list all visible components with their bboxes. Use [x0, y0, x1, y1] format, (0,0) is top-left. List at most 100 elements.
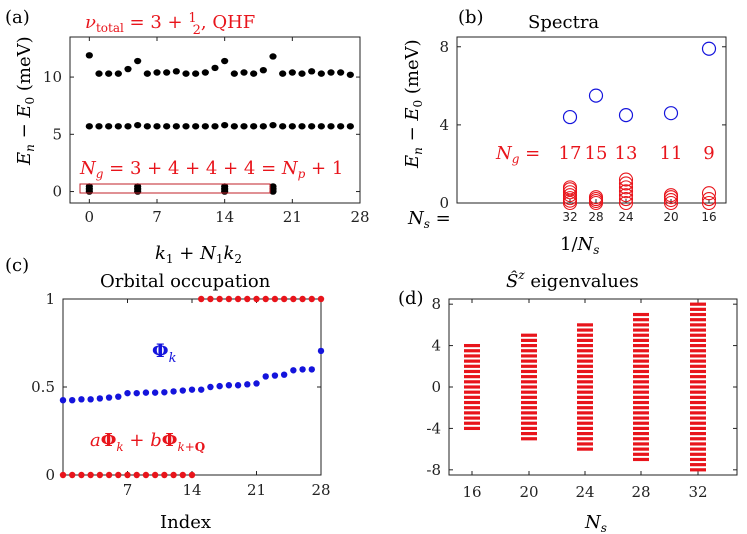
panel-c-xticks: 7 14 21 28	[123, 299, 331, 499]
data-point	[182, 70, 190, 77]
panel-c-title: Orbital occupation	[100, 271, 271, 292]
sz-eigenvalue-mark	[690, 395, 706, 399]
sz-eigenvalue-mark	[633, 385, 649, 389]
spectrum-point-lower	[618, 176, 634, 191]
occupation-point	[234, 382, 242, 389]
sz-eigenvalue-mark	[690, 426, 706, 431]
data-point	[327, 123, 335, 130]
sz-eigenvalue-mark	[690, 328, 706, 332]
sz-eigenvalue-mark	[521, 385, 537, 389]
sz-eigenvalue-mark	[633, 390, 649, 394]
panel-b-title: Spectra	[528, 12, 599, 33]
data-point	[143, 123, 151, 130]
occupation-point	[216, 382, 223, 390]
data-point	[308, 68, 316, 75]
x-tick-label: 7	[123, 481, 133, 499]
occupation-point	[105, 471, 113, 479]
data-point	[221, 121, 229, 129]
sz-eigenvalue-mark	[464, 390, 480, 394]
occupation-point	[115, 471, 122, 479]
panel-a-xlabel: k1 + N1k2	[155, 243, 242, 266]
x-tick-label: 24	[618, 210, 633, 224]
sz-eigenvalue-mark	[464, 385, 480, 389]
sz-eigenvalue-mark	[633, 323, 649, 327]
data-point	[211, 123, 219, 130]
sz-eigenvalue-mark	[577, 431, 593, 436]
occupation-point	[96, 471, 104, 479]
panel-b-ylabel: En − E0 (meV)	[402, 39, 425, 169]
sz-eigenvalue-mark	[690, 431, 706, 436]
ng-value: 15	[585, 143, 608, 164]
sz-eigenvalue-mark	[690, 400, 706, 405]
occupation-point	[96, 395, 104, 402]
spectrum-point-lower	[663, 193, 679, 208]
occupation-point	[308, 366, 315, 373]
y-tick-label: 1	[45, 290, 55, 308]
x-tick-label: 16	[701, 210, 716, 224]
y-tick-label: 0	[439, 194, 449, 212]
occupation-point	[262, 373, 269, 380]
panel-b-points	[562, 41, 717, 211]
data-point	[337, 69, 345, 76]
sz-eigenvalue-mark	[521, 375, 537, 379]
panel-a-yticks: 0 5 10	[43, 68, 360, 201]
panel-d-title: Ŝz eigenvalues	[506, 268, 639, 292]
data-point	[317, 70, 325, 77]
x-tick-label: 28	[631, 483, 650, 501]
panel-d-points	[464, 302, 706, 472]
panel-c-letter: (c)	[5, 255, 29, 276]
sz-eigenvalue-mark	[577, 400, 593, 405]
sz-eigenvalue-mark	[521, 390, 537, 394]
panel-a-ylabel: En − E0 (meV)	[14, 36, 37, 166]
spectrum-point-lower	[618, 184, 634, 199]
sz-eigenvalue-mark	[690, 411, 706, 415]
occupation-point	[142, 389, 150, 396]
occupation-point	[179, 471, 186, 479]
occupation-point	[253, 380, 260, 387]
sz-eigenvalue-mark	[521, 343, 537, 348]
sz-eigenvalue-mark	[633, 416, 649, 420]
spectrum-point-lower	[588, 190, 604, 205]
sz-eigenvalue-mark	[521, 416, 537, 420]
spectrum-point-lower	[701, 186, 717, 201]
x-tick-label: 7	[152, 208, 162, 226]
data-point	[124, 65, 132, 73]
occupation-point	[151, 471, 159, 479]
occupation-point	[188, 386, 196, 393]
spectrum-point-upper	[588, 88, 604, 103]
spectrum-point-lower	[618, 195, 634, 211]
data-point	[279, 123, 287, 130]
sz-eigenvalue-mark	[690, 452, 706, 456]
data-point	[240, 69, 248, 76]
y-tick-label: 0	[52, 183, 62, 201]
spectrum-point-lower	[663, 195, 679, 211]
occupation-point	[299, 366, 306, 373]
data-point	[134, 183, 142, 190]
panel-b-frame	[456, 36, 727, 204]
sz-eigenvalue-mark	[521, 395, 537, 399]
occupation-point	[59, 471, 67, 479]
x-tick-label: 28	[311, 481, 330, 499]
data-point	[327, 69, 335, 76]
panel-a-ground-box	[79, 183, 271, 194]
sz-eigenvalue-mark	[633, 354, 649, 358]
sz-eigenvalue-mark	[577, 426, 593, 431]
sz-eigenvalue-mark	[521, 380, 537, 384]
sz-eigenvalue-mark	[464, 400, 480, 405]
sz-eigenvalue-mark	[690, 354, 706, 358]
x-tick-label: 21	[247, 481, 266, 499]
x-tick-label: 20	[663, 210, 678, 224]
x-tick-label: 32	[562, 210, 577, 224]
sz-eigenvalue-mark	[464, 349, 480, 353]
spectrum-point-upper	[663, 106, 679, 121]
sz-eigenvalue-mark	[577, 354, 593, 358]
panel-d-yticks: -8 -4 0 4 8	[426, 295, 737, 479]
occupation-point	[299, 295, 306, 303]
ng-value: 17	[559, 143, 582, 164]
data-point	[192, 123, 200, 130]
sz-eigenvalue-mark	[690, 318, 706, 322]
sz-eigenvalue-mark	[633, 328, 649, 332]
occupation-point	[244, 381, 251, 388]
occupation-point	[124, 471, 131, 479]
sz-eigenvalue-mark	[633, 380, 649, 384]
